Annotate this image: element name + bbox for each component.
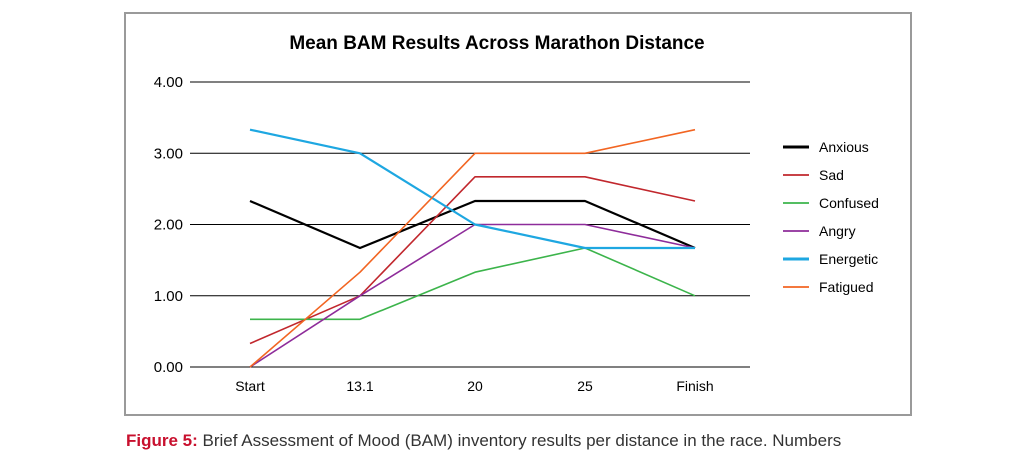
y-tick-label: 4.00 [154,74,183,91]
legend-label: Confused [819,195,879,211]
figure-frame [124,12,912,416]
x-tick-label: Start [235,378,265,394]
x-tick-label: Finish [676,378,713,394]
legend-label: Fatigued [819,279,873,295]
y-tick-label: 3.00 [154,145,183,162]
y-axis: 0.00 1.00 2.00 3.00 4.00 [154,74,183,376]
chart-title: Mean BAM Results Across Marathon Distanc… [289,33,704,54]
legend-label: Energetic [819,251,878,267]
grid [190,81,750,368]
series-line-energetic [249,128,695,250]
legend: Anxious Sad Confused Angry Energetic Fatigued [783,139,879,295]
x-tick-label: 13.1 [346,378,373,394]
legend-label: Anxious [819,139,869,155]
legend-label: Angry [819,223,856,239]
line-chart: Mean BAM Results Across Marathon Distanc… [154,33,879,394]
y-tick-label: 0.00 [154,359,183,376]
y-tick-label: 1.00 [154,288,183,305]
series-line-fatigued [249,128,696,368]
caption-label: Figure 5: [126,431,198,450]
y-tick-label: 2.00 [154,217,183,234]
series-line-sad [249,176,696,345]
legend-label: Sad [819,167,844,183]
series-lines [249,128,696,368]
x-tick-label: 20 [467,378,483,394]
caption-text: Brief Assessment of Mood (BAM) inventory… [197,431,842,450]
x-axis: Start 13.1 20 25 Finish [235,378,713,394]
series-line-anxious [249,199,696,250]
x-tick-label: 25 [577,378,593,394]
figure-caption: Figure 5: Brief Assessment of Mood (BAM)… [126,431,1016,451]
